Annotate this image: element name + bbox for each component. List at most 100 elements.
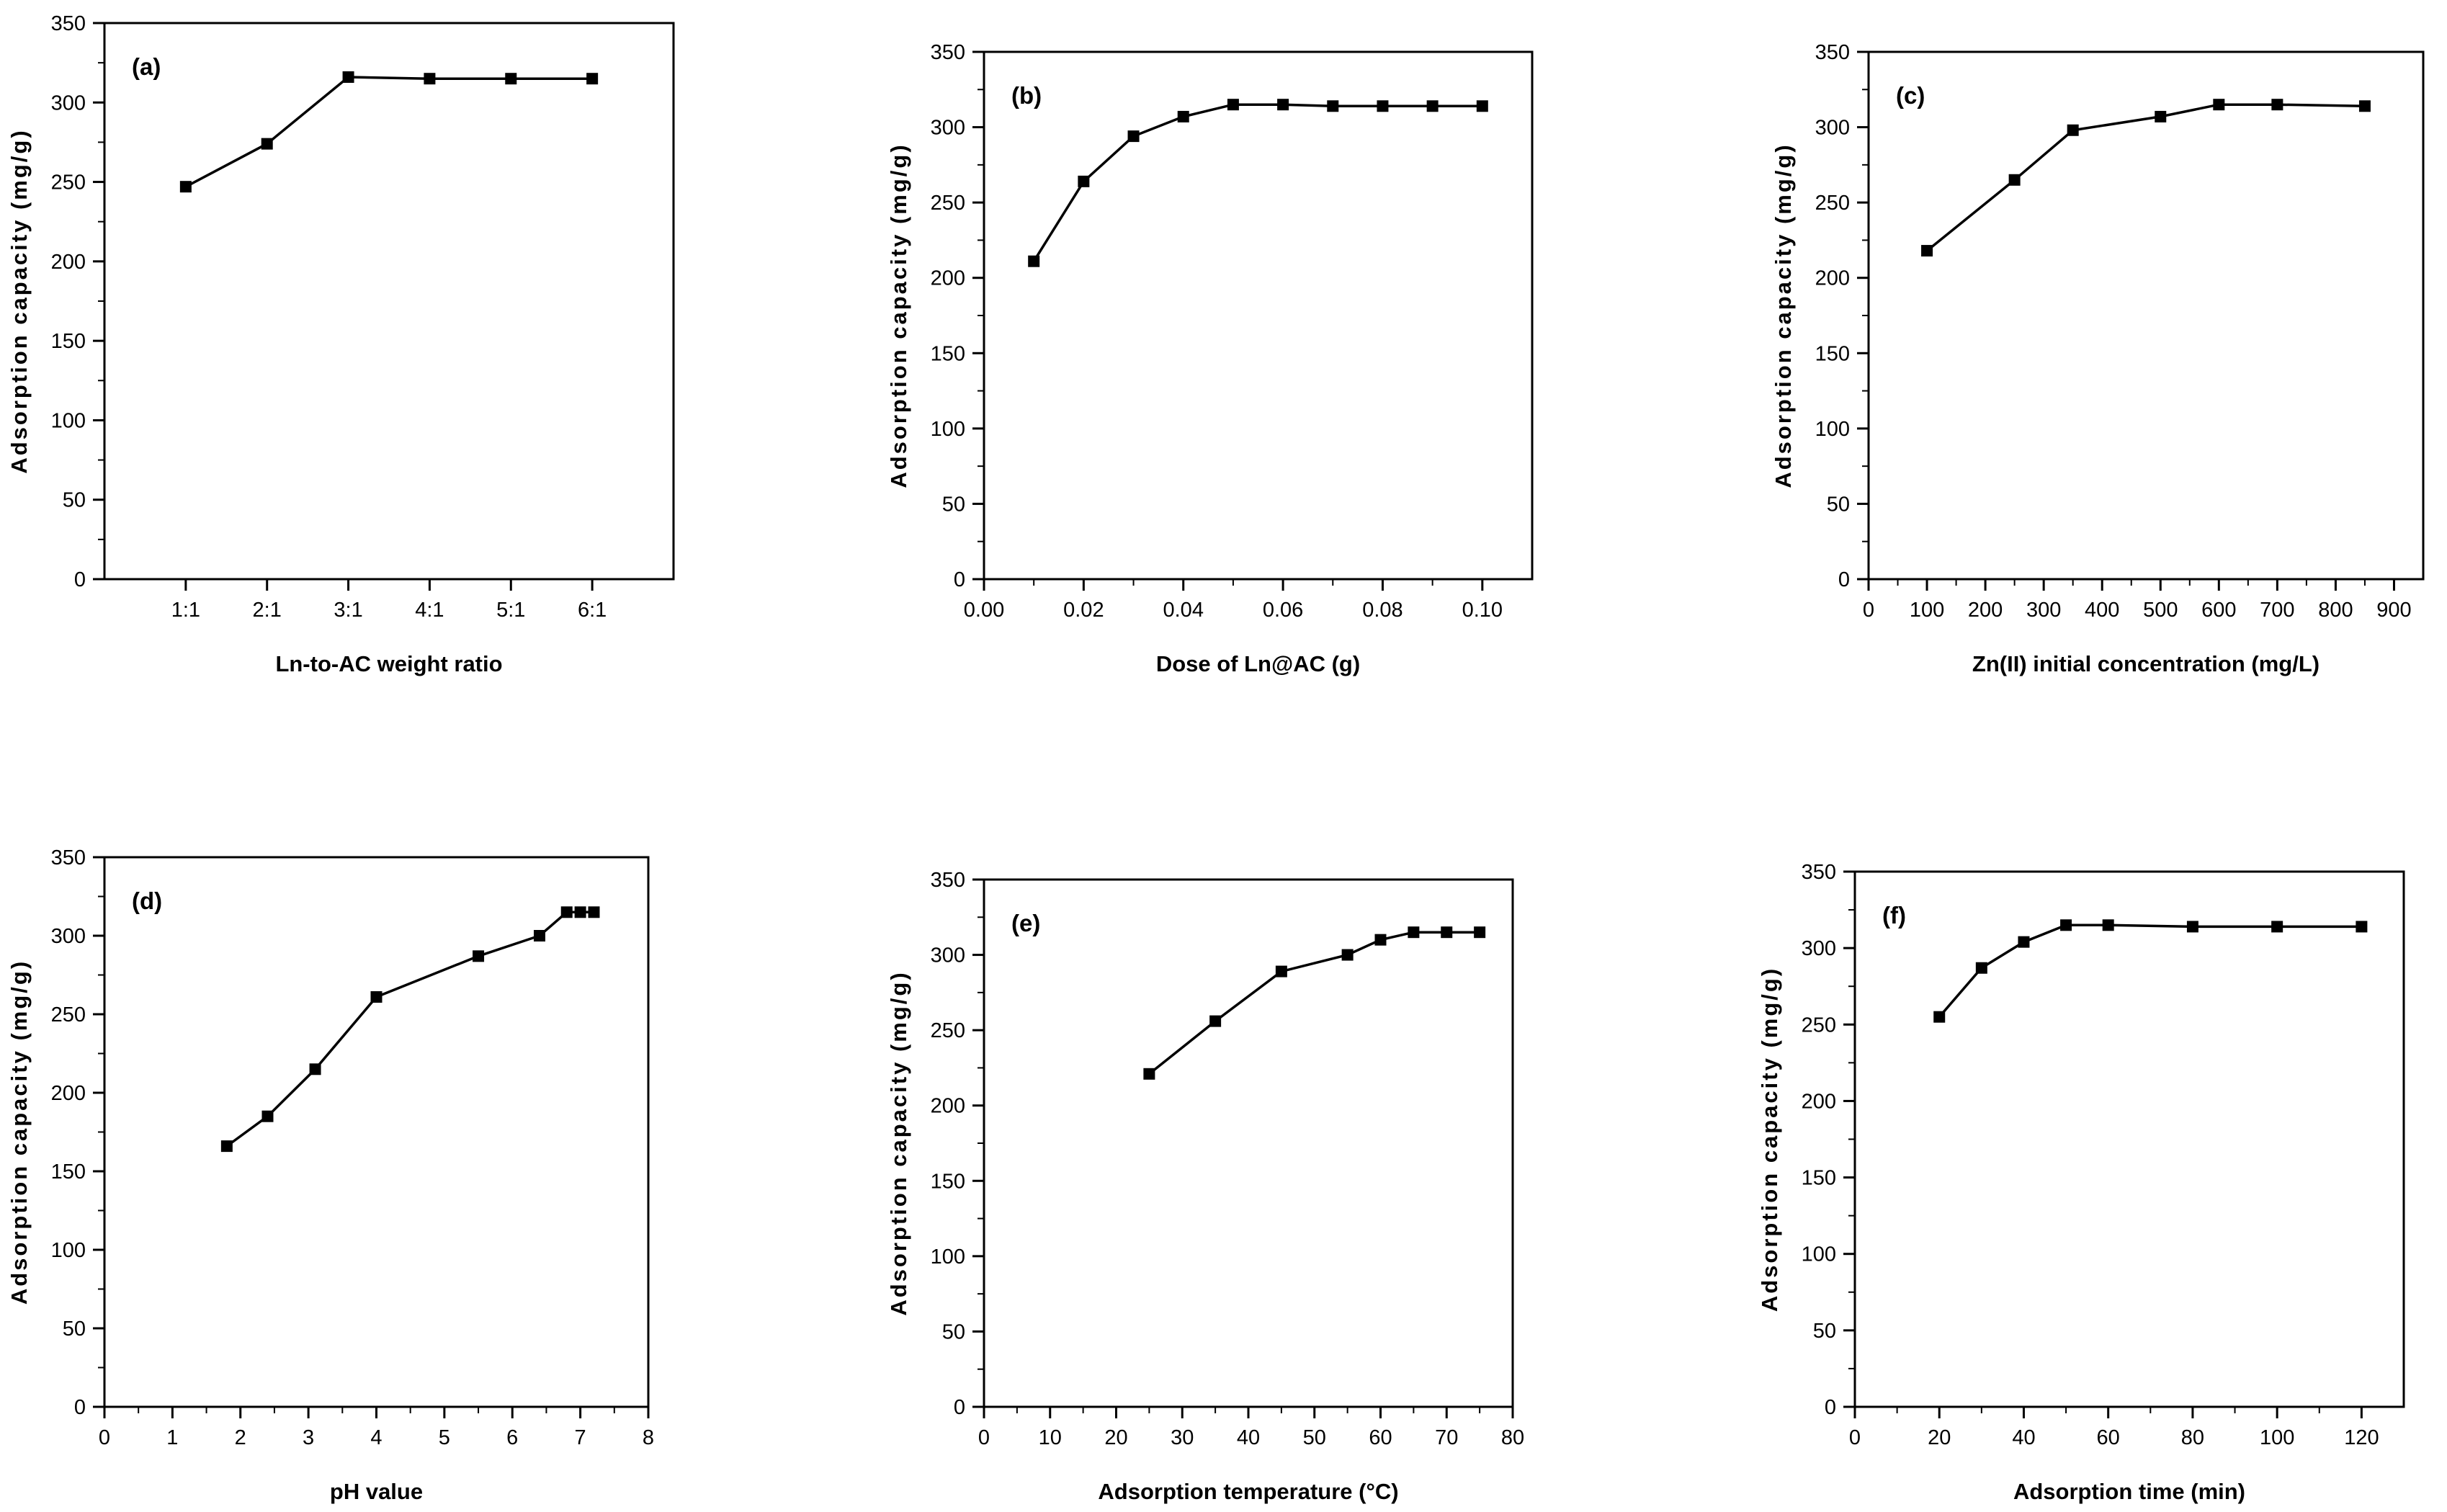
y-tick-label: 0 bbox=[1825, 1396, 1836, 1419]
x-axis: 0 1 2 3 4 5 6 7 8 bbox=[99, 1407, 654, 1449]
x-axis-title: Ln-to-AC weight ratio bbox=[275, 651, 502, 676]
x-tick-label: 700 bbox=[2260, 599, 2294, 622]
data-series bbox=[220, 906, 600, 1153]
data-point-marker bbox=[261, 1110, 274, 1122]
x-tick-label: 80 bbox=[1501, 1426, 1524, 1449]
series-line bbox=[1032, 103, 1482, 262]
y-tick-label: 0 bbox=[1838, 568, 1850, 591]
y-axis-title: Adsorption capacity (mg/g) bbox=[886, 970, 911, 1315]
y-axis-title: Adsorption capacity (mg/g) bbox=[1771, 143, 1796, 488]
data-series bbox=[179, 71, 599, 193]
y-tick-label: 200 bbox=[51, 251, 86, 274]
y-tick-label: 100 bbox=[1802, 1243, 1836, 1266]
x-tick-label: 0.00 bbox=[964, 599, 1004, 622]
y-tick-label: 150 bbox=[51, 330, 86, 353]
data-point-marker bbox=[2102, 919, 2114, 931]
y-tick-label: 150 bbox=[1802, 1167, 1836, 1190]
y-tick-label: 300 bbox=[51, 925, 86, 948]
data-point-marker bbox=[1127, 130, 1140, 143]
data-point-marker bbox=[220, 1140, 233, 1153]
x-tick-label: 3:1 bbox=[334, 599, 362, 622]
x-tick-label: 50 bbox=[1303, 1426, 1326, 1449]
data-point-marker bbox=[2213, 99, 2225, 111]
y-tick-label: 200 bbox=[931, 1095, 965, 1118]
data-series bbox=[1933, 919, 2368, 1023]
y-tick-label: 0 bbox=[74, 1396, 86, 1419]
y-tick-label: 250 bbox=[931, 192, 965, 215]
series-line bbox=[185, 76, 593, 188]
x-tick-label: 20 bbox=[1928, 1426, 1951, 1449]
x-axis-title: Adsorption time (min) bbox=[2013, 1479, 2245, 1504]
data-point-marker bbox=[1975, 962, 1987, 974]
x-axis-title: pH value bbox=[330, 1479, 423, 1504]
x-tick-label: 20 bbox=[1104, 1426, 1127, 1449]
data-point-marker bbox=[179, 181, 192, 193]
data-point-marker bbox=[534, 930, 545, 941]
y-tick-label: 200 bbox=[1802, 1090, 1836, 1113]
y-tick-label: 50 bbox=[942, 1320, 965, 1343]
panel-c: 0 50 100 150 200 250 300 350 0 100 200 300 400 500 60… bbox=[1771, 41, 2425, 676]
data-point-marker bbox=[586, 73, 599, 85]
data-point-marker bbox=[1341, 949, 1354, 961]
data-point-marker bbox=[588, 906, 600, 918]
y-tick-label: 150 bbox=[931, 1170, 965, 1193]
y-tick-label: 100 bbox=[1815, 418, 1850, 441]
y-tick-label: 350 bbox=[931, 869, 965, 892]
data-point-marker bbox=[1476, 100, 1488, 112]
x-axis: 0 100 200 300 400 500 600 700 800 900 bbox=[1863, 579, 2412, 622]
y-tick-label: 350 bbox=[1802, 861, 1836, 884]
x-tick-label: 0 bbox=[978, 1426, 990, 1449]
x-tick-label: 6:1 bbox=[578, 599, 607, 622]
data-series bbox=[1028, 99, 1488, 267]
data-point-marker bbox=[2271, 921, 2283, 933]
x-tick-label: 0 bbox=[99, 1426, 110, 1449]
y-axis: 0 50 100 150 200 250 300 350 bbox=[931, 869, 984, 1419]
y-axis: 0 50 100 150 200 250 300 350 bbox=[1815, 41, 1869, 591]
x-tick-label: 70 bbox=[1435, 1426, 1458, 1449]
x-tick-label: 4 bbox=[370, 1426, 382, 1449]
x-tick-label: 60 bbox=[1369, 1426, 1392, 1449]
data-series bbox=[1143, 926, 1486, 1080]
data-point-marker bbox=[473, 950, 485, 962]
x-tick-label: 0.04 bbox=[1163, 599, 1204, 622]
y-tick-label: 50 bbox=[1813, 1320, 1836, 1343]
y-axis-title: Adsorption capacity (mg/g) bbox=[6, 128, 32, 473]
data-point-marker bbox=[1441, 926, 1453, 939]
y-tick-label: 50 bbox=[1827, 493, 1850, 516]
y-tick-label: 250 bbox=[51, 1003, 86, 1026]
x-tick-label: 0.02 bbox=[1063, 599, 1104, 622]
panel-label: (f) bbox=[1882, 902, 1906, 929]
panel-a: 0 50 100 150 200 250 300 350 1:1 2:1 3:1 4:1 5:1 6:1… bbox=[6, 12, 675, 676]
x-axis: 1:1 2:1 3:1 4:1 5:1 6:1 bbox=[171, 579, 607, 622]
data-point-marker bbox=[1143, 1068, 1155, 1080]
data-point-marker bbox=[1227, 99, 1239, 111]
x-tick-label: 3 bbox=[303, 1426, 314, 1449]
x-tick-label: 2:1 bbox=[253, 599, 282, 622]
x-tick-label: 5 bbox=[439, 1426, 450, 1449]
panel-d: 0 50 100 150 200 250 300 350 0 1 2 3 4 5 6 7 8 (d) pH v… bbox=[6, 846, 654, 1504]
data-point-marker bbox=[1275, 965, 1287, 978]
x-axis-title: Adsorption temperature (°C) bbox=[1098, 1479, 1398, 1504]
data-point-marker bbox=[1377, 100, 1389, 112]
x-tick-label: 0 bbox=[1849, 1426, 1861, 1449]
data-point-marker bbox=[1209, 1015, 1222, 1027]
data-point-marker bbox=[309, 1063, 321, 1075]
y-tick-label: 100 bbox=[51, 409, 86, 432]
data-point-marker bbox=[370, 991, 383, 1003]
data-point-marker bbox=[574, 906, 586, 918]
x-tick-label: 100 bbox=[1910, 599, 1944, 622]
y-tick-label: 350 bbox=[1815, 41, 1850, 64]
x-tick-label: 600 bbox=[2201, 599, 2236, 622]
data-point-marker bbox=[1028, 255, 1040, 267]
y-tick-label: 250 bbox=[931, 1019, 965, 1042]
data-point-marker bbox=[1921, 245, 1933, 257]
data-point-marker bbox=[424, 73, 436, 85]
x-axis: 0 10 20 30 40 50 60 70 80 bbox=[978, 1407, 1524, 1449]
x-tick-label: 30 bbox=[1171, 1426, 1194, 1449]
data-point-marker bbox=[2060, 919, 2072, 931]
x-tick-label: 200 bbox=[1968, 599, 2003, 622]
y-axis: 0 50 100 150 200 250 300 350 bbox=[51, 846, 104, 1419]
